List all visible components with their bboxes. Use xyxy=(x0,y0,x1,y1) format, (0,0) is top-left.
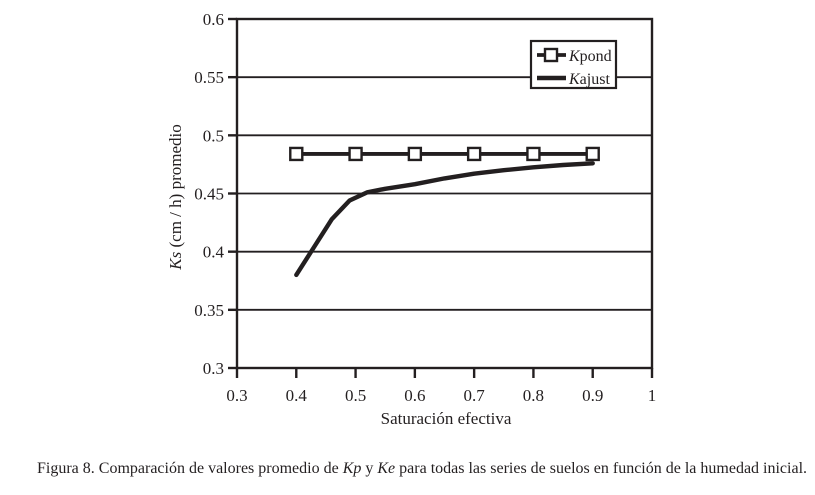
x-tick-label: 0.4 xyxy=(286,386,308,405)
y-tick-label: 0.55 xyxy=(194,68,224,87)
x-tick-label: 0.9 xyxy=(582,386,603,405)
legend-kpond-label: Kpond xyxy=(568,48,612,65)
y-tick-label: 0.6 xyxy=(203,10,224,29)
kpond-marker xyxy=(585,146,600,162)
legend: Kpond Kajust xyxy=(529,39,618,90)
y-tick-label: 0.4 xyxy=(203,243,225,262)
kpond-marker xyxy=(526,146,541,162)
x-tick-label: 0.3 xyxy=(226,386,247,405)
figure-caption: Figura 8. Comparación de valores promedi… xyxy=(37,460,807,478)
kpond-marker xyxy=(289,146,304,162)
legend-kpond-marker-icon xyxy=(543,47,559,63)
kajust-curve xyxy=(294,161,595,278)
plot-area: 0.6 0.55 0.5 0.45 0.4 0.35 0.30.3 0.4 0.5 0.6 0.7 0… xyxy=(194,10,656,405)
y-tick-label: 0.35 xyxy=(194,301,224,320)
y-tick-label: 0.45 xyxy=(194,185,224,204)
x-tick-label: 0.7 xyxy=(464,386,486,405)
caption-var-kp: Kp xyxy=(342,460,362,477)
caption-text: Figura 8. Comparación de valores promedi… xyxy=(37,460,343,477)
kpond-marker xyxy=(348,146,363,162)
kpond-marker xyxy=(407,146,423,162)
caption-text: para todas las series de suelos en funci… xyxy=(395,460,808,477)
caption-var-ke: Ke xyxy=(377,460,396,477)
caption-text: y xyxy=(361,460,378,477)
x-tick-label: 0.8 xyxy=(523,386,544,405)
x-axis-title: Saturación efectiva xyxy=(381,409,512,428)
x-tick-label: 0.6 xyxy=(404,386,425,405)
y-tick-label: 0.3 xyxy=(203,359,224,378)
x-tick-label: 0.5 xyxy=(345,386,366,405)
y-tick-label: 0.5 xyxy=(203,126,224,145)
chart: 0.6 0.55 0.5 0.45 0.4 0.35 0.30.3 0.4 0.5 0.6 0.7 0… xyxy=(166,10,656,428)
y-axis-title: Ks (cm / h) promedio xyxy=(166,124,185,270)
x-tick-label: 1 xyxy=(648,386,657,405)
kpond-marker xyxy=(466,146,482,162)
legend-kajust-label: Kajust xyxy=(568,71,610,88)
